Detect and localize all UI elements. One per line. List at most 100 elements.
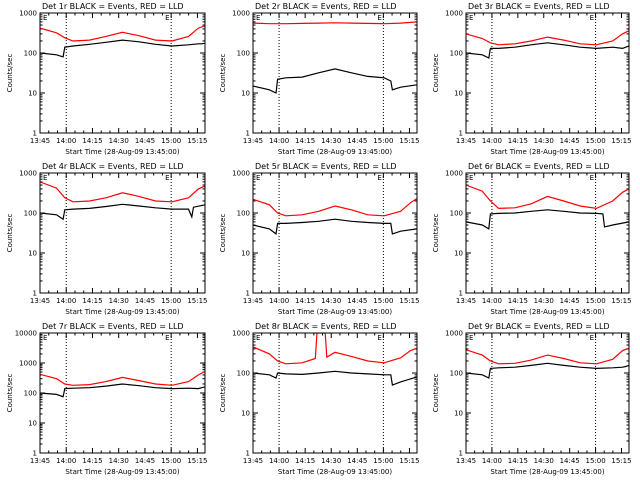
chart-title: Det 5r BLACK = Events, RED = LLD [255,162,397,171]
chart-title: Det 9r BLACK = Events, RED = LLD [468,322,610,331]
x-axis-label: Start Time (28-Aug-09 13:45:00) [65,468,179,476]
y-tick-label: 1000 [232,330,250,338]
y-axis-label: Counts/sec [432,374,440,413]
x-tick-label: 13:45 [456,457,476,465]
event-marker-label: E [590,14,594,22]
y-tick-label: 100 [237,370,250,378]
chart-title: Det 3r BLACK = Events, RED = LLD [468,2,610,11]
chart-panel-9: Det 9r BLACK = Events, RED = LLD Counts/s… [432,322,632,476]
x-tick-label: 14:45 [560,297,580,305]
event-marker-label: E [165,14,169,22]
x-axis-label: Start Time (28-Aug-09 13:45:00) [490,308,604,316]
chart-panel-6: Det 6r BLACK = Events, RED = LLD Counts/s… [432,162,632,316]
x-tick-label: 15:00 [585,137,605,145]
y-tick-label: 100 [24,210,37,218]
y-axis-label: Counts/sec [219,374,227,413]
x-tick-label: 15:00 [585,297,605,305]
y-axis-label: Counts/sec [432,54,440,93]
plot-frame [39,12,206,134]
x-tick-label: 14:30 [321,457,341,465]
series-line-lld [40,370,205,386]
y-tick-label: 100 [24,390,37,398]
x-tick-label: 14:00 [269,457,289,465]
y-tick-label: 10 [241,90,250,98]
x-tick-label: 15:15 [187,137,207,145]
y-tick-label: 1000 [19,10,37,18]
y-tick-label: 10 [454,250,463,258]
series-line-lld [40,25,205,42]
series-line-events [466,42,629,59]
x-tick-label: 14:15 [508,457,528,465]
x-tick-label: 14:15 [508,297,528,305]
y-axis-label: Counts/sec [6,54,14,93]
x-tick-label: 14:30 [321,297,341,305]
y-tick-label: 10 [454,410,463,418]
x-tick-label: 13:45 [30,137,50,145]
x-tick-label: 14:45 [135,457,155,465]
chart-panel-7: Det 7r BLACK = Events, RED = LLD Counts/s… [6,322,208,476]
x-tick-label: 14:30 [109,297,129,305]
y-tick-label: 1000 [445,330,463,338]
y-tick-label: 1 [33,130,37,138]
x-tick-label: 13:45 [30,297,50,305]
x-tick-label: 14:15 [508,137,528,145]
x-tick-label: 14:45 [347,297,367,305]
x-tick-label: 14:45 [560,457,580,465]
x-tick-label: 14:00 [56,457,76,465]
x-tick-label: 14:15 [82,137,102,145]
x-tick-label: 15:15 [611,457,631,465]
series-line-lld [40,181,205,203]
x-tick-label: 15:00 [161,297,181,305]
x-tick-label: 13:45 [243,137,263,145]
x-tick-label: 15:00 [373,297,393,305]
plot-frame [465,332,630,454]
x-tick-label: 15:00 [373,457,393,465]
series-line-events [253,218,417,235]
y-axis-label: Counts/sec [432,214,440,253]
x-tick-label: 14:30 [109,137,129,145]
x-tick-label: 13:45 [456,297,476,305]
x-tick-label: 13:45 [243,457,263,465]
event-marker-label: E [377,14,381,22]
x-tick-label: 14:15 [82,457,102,465]
x-axis-label: Start Time (28-Aug-09 13:45:00) [65,148,179,156]
event-marker-label: E [165,174,169,182]
plot-frame [252,12,418,134]
chart-title: Det 8r BLACK = Events, RED = LLD [255,322,397,331]
y-axis-label: Counts/sec [6,374,14,413]
y-tick-label: 1 [33,450,37,458]
series-line-events [40,39,205,58]
series-line-events [466,362,629,379]
plot-frame [39,172,206,294]
y-tick-label: 100 [237,50,250,58]
x-tick-label: 15:00 [373,137,393,145]
y-tick-label: 100 [450,370,463,378]
x-tick-label: 15:15 [399,297,419,305]
x-tick-label: 14:15 [82,297,102,305]
y-tick-label: 10000 [15,330,37,338]
x-tick-label: 14:00 [56,297,76,305]
y-tick-label: 10 [28,250,37,258]
chart-title: Det 2r BLACK = Events, RED = LLD [255,2,397,11]
x-tick-label: 13:45 [30,457,50,465]
series-line-lld [466,347,629,365]
x-tick-label: 15:00 [161,457,181,465]
x-tick-label: 14:30 [109,457,129,465]
x-tick-label: 14:15 [295,137,315,145]
event-marker-label: E [43,334,47,342]
x-tick-label: 14:30 [534,297,554,305]
event-marker-label: E [469,14,473,22]
x-tick-label: 14:00 [482,297,502,305]
chart-panel-2: Det 2r BLACK = Events, RED = LLD Counts/s… [219,2,420,156]
x-tick-label: 14:30 [321,137,341,145]
event-marker-label: E [590,334,594,342]
event-marker-label: E [165,334,169,342]
x-axis-label: Start Time (28-Aug-09 13:45:00) [490,148,604,156]
x-tick-label: 15:15 [611,297,631,305]
series-line-events [40,203,205,221]
x-tick-label: 14:30 [534,137,554,145]
y-tick-label: 1000 [232,170,250,178]
series-line-lld [253,21,417,25]
x-tick-label: 14:30 [534,457,554,465]
